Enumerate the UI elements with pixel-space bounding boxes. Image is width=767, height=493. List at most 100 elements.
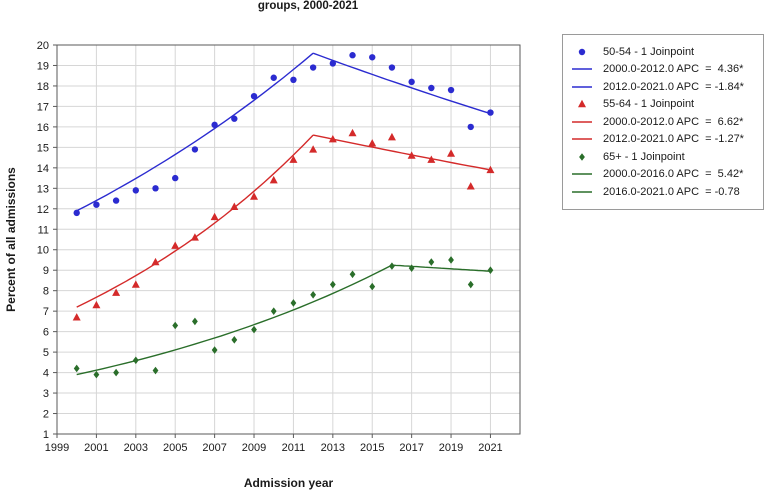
x-tick-label: 2013 xyxy=(321,442,345,454)
data-point-circle xyxy=(270,74,277,81)
data-point-triangle xyxy=(250,192,259,200)
x-tick-label: 2017 xyxy=(399,442,423,454)
data-point-triangle xyxy=(72,313,81,321)
y-tick-label: 6 xyxy=(43,327,49,339)
legend-entry: 2016.0-2021.0 APC = -0.78 xyxy=(569,183,757,201)
data-point-triangle xyxy=(112,288,121,296)
data-point-circle xyxy=(428,84,435,92)
data-point-circle xyxy=(408,78,415,86)
data-point-diamond xyxy=(389,262,395,270)
y-tick-label: 8 xyxy=(43,286,49,298)
data-point-circle xyxy=(211,121,218,129)
y-tick-label: 13 xyxy=(37,183,49,195)
legend-label: 2012.0-2021.0 APC = -1.84* xyxy=(603,80,744,93)
trend-line xyxy=(312,52,491,115)
y-tick-label: 4 xyxy=(43,368,49,380)
legend-entry: 2012.0-2021.0 APC = -1.84* xyxy=(569,78,757,96)
data-point-triangle xyxy=(151,257,160,266)
y-tick-label: 3 xyxy=(43,388,49,400)
data-point-diamond xyxy=(487,266,494,275)
data-point-circle xyxy=(329,60,337,67)
y-tick-label: 12 xyxy=(37,204,49,216)
data-point-diamond xyxy=(408,264,415,272)
y-tick-label: 18 xyxy=(37,81,49,93)
x-axis-title: Admission year xyxy=(244,476,334,490)
legend-label: 55-64 - 1 Joinpoint xyxy=(603,98,695,111)
legend-label: 2016.0-2021.0 APC = -0.78 xyxy=(603,185,740,198)
data-point-circle xyxy=(309,64,317,71)
data-point-triangle xyxy=(289,155,298,163)
x-tick-label: 2003 xyxy=(124,442,148,454)
data-point-diamond xyxy=(113,368,120,377)
data-point-triangle xyxy=(328,134,337,143)
triangle-marker-icon xyxy=(578,100,586,108)
data-point-circle xyxy=(349,52,356,59)
data-point-diamond xyxy=(290,299,297,307)
data-point-circle xyxy=(290,76,297,84)
data-point-triangle xyxy=(309,145,318,153)
x-tick-label: 2005 xyxy=(163,442,187,454)
y-tick-label: 11 xyxy=(38,224,49,236)
data-point-triangle xyxy=(427,155,436,163)
y-tick-label: 15 xyxy=(37,142,49,154)
data-point-diamond xyxy=(73,364,80,373)
chart-title: groups, 2000-2021 xyxy=(257,0,359,12)
data-point-diamond xyxy=(231,336,238,344)
data-point-triangle xyxy=(92,300,101,309)
legend-label: 2000.0-2016.0 APC = 5.42* xyxy=(603,168,744,181)
y-tick-label: 1 xyxy=(43,429,49,441)
legend-entry: 50-54 - 1 Joinpoint xyxy=(569,43,757,61)
line-marker-icon xyxy=(572,173,592,175)
y-tick-label: 7 xyxy=(43,306,49,318)
trend-line xyxy=(312,134,491,171)
data-point-circle xyxy=(447,86,455,94)
data-point-circle xyxy=(73,209,80,217)
y-tick-label: 10 xyxy=(37,245,49,257)
data-point-diamond xyxy=(192,317,198,326)
data-point-triangle xyxy=(486,165,495,174)
x-tick-label: 1999 xyxy=(45,442,69,454)
data-point-diamond xyxy=(251,325,257,334)
legend-label: 65+ - 1 Joinpoint xyxy=(603,150,685,163)
data-point-diamond xyxy=(172,321,179,330)
y-tick-label: 2 xyxy=(43,409,49,421)
trend-line xyxy=(76,134,314,308)
line-marker-icon xyxy=(572,86,592,88)
data-point-circle xyxy=(132,187,140,194)
legend-label: 50-54 - 1 Joinpoint xyxy=(603,45,695,58)
data-point-circle xyxy=(172,174,179,182)
x-tick-label: 2001 xyxy=(84,442,108,454)
trend-line xyxy=(76,264,393,376)
data-point-circle xyxy=(152,185,159,192)
data-point-circle xyxy=(369,54,376,61)
legend-label: 2012.0-2021.0 APC = -1.27* xyxy=(603,133,744,146)
data-point-triangle xyxy=(368,139,377,147)
x-tick-label: 2007 xyxy=(202,442,226,454)
legend-entry: 2000.0-2012.0 APC = 4.36* xyxy=(569,61,757,79)
legend-entry: 65+ - 1 Joinpoint xyxy=(569,148,757,166)
data-point-triangle xyxy=(210,212,219,221)
line-marker-icon xyxy=(572,191,592,193)
y-tick-label: 16 xyxy=(37,122,49,134)
data-point-diamond xyxy=(93,370,100,379)
data-point-triangle xyxy=(348,128,357,137)
line-marker-icon xyxy=(572,138,592,140)
data-point-diamond xyxy=(310,290,317,299)
legend-entry: 2000.0-2016.0 APC = 5.42* xyxy=(569,166,757,184)
data-point-triangle xyxy=(230,202,239,210)
data-point-diamond xyxy=(448,256,454,264)
legend-entry: 55-64 - 1 Joinpoint xyxy=(569,96,757,114)
x-tick-label: 2011 xyxy=(282,442,306,454)
data-point-circle xyxy=(231,115,238,122)
x-tick-label: 2021 xyxy=(478,442,502,454)
data-point-diamond xyxy=(467,280,474,289)
trend-line xyxy=(391,264,491,272)
data-point-circle xyxy=(388,64,396,71)
legend: 50-54 - 1 Joinpoint 2000.0-2012.0 APC = 4… xyxy=(562,34,764,210)
legend-label: 2000.0-2012.0 APC = 6.62* xyxy=(603,115,744,128)
circle-marker-icon xyxy=(578,48,586,55)
y-tick-label: 17 xyxy=(37,101,49,113)
y-tick-label: 5 xyxy=(43,347,49,359)
